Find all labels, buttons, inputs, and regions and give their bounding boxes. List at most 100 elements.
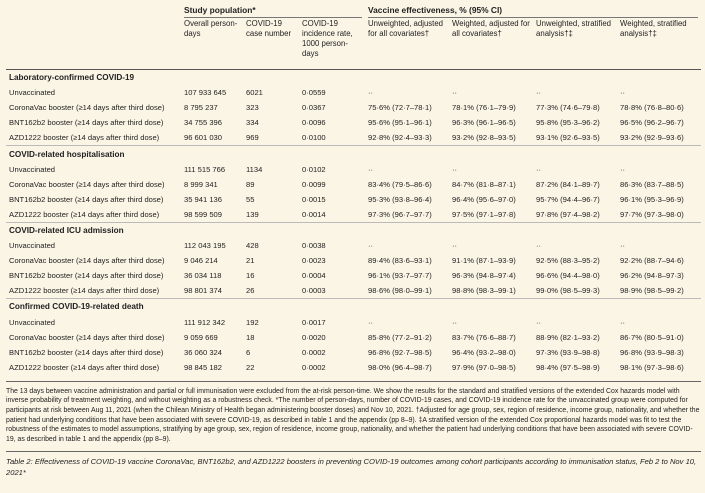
row-label: BNT162b2 booster (≥14 days after third d… — [9, 194, 164, 204]
cell: 98 845 182 — [184, 362, 223, 372]
cell: 98 801 374 — [184, 286, 223, 296]
cell: 97·5% (97·1–97·8) — [452, 209, 516, 219]
cell: 98·4% (97·5–98·9) — [536, 362, 600, 372]
cell: 91·1% (87·1–93·9) — [452, 256, 516, 266]
cell: ·· — [620, 164, 626, 174]
cell: 96·8% (92·7–98·5) — [368, 347, 432, 357]
data-row: BNT162b2 booster (≥14 days after third d… — [6, 115, 701, 130]
cell: 0·0017 — [302, 317, 326, 327]
cell: ·· — [620, 317, 626, 327]
row-label: CoronaVac booster (≥14 days after third … — [9, 103, 165, 113]
cell: 97·7% (97·3–98·0) — [620, 209, 684, 219]
cell: ·· — [536, 164, 542, 174]
group-header: Vaccine effectiveness, % (95% CI) — [365, 4, 701, 19]
row-label: Unvaccinated — [9, 241, 56, 251]
cell: 98 599 509 — [184, 209, 223, 219]
cell: 98·9% (98·5–99·2) — [620, 286, 684, 296]
section-row: COVID-related hospitalisation — [6, 145, 702, 162]
cell: 0·0038 — [302, 241, 326, 251]
cell: 0·0096 — [302, 118, 326, 128]
cell: 111 515 766 — [184, 164, 226, 174]
cell: 107 933 645 — [184, 88, 227, 98]
row-label: Unvaccinated — [9, 164, 56, 174]
footnote: The 13 days between vaccine administrati… — [6, 380, 701, 445]
cell: 92·5% (88·3–95·2) — [536, 256, 600, 266]
cell: 86·3% (83·7–88·5) — [620, 179, 684, 189]
cell: 34 755 396 — [184, 118, 223, 128]
cell: 0·0367 — [302, 103, 326, 113]
cell: 18 — [246, 332, 255, 342]
cell: 96·1% (95·3–96·9) — [620, 194, 684, 204]
document: Study population* Vaccine effectiveness,… — [6, 4, 702, 477]
cell: 98·6% (98·0–99·1) — [368, 286, 432, 296]
cell: 334 — [246, 118, 259, 128]
data-row: AZD1222 booster (≥14 days after third do… — [6, 130, 701, 146]
data-row: AZD1222 booster (≥14 days after third do… — [6, 207, 701, 223]
cell: 35 941 136 — [184, 194, 223, 204]
cell: ·· — [620, 241, 626, 251]
cell: 428 — [246, 241, 259, 251]
cell: 93·1% (92·6–93·5) — [536, 133, 600, 143]
cell: 95·3% (93·8–96·4) — [368, 194, 432, 204]
cell: 139 — [246, 209, 259, 219]
cell: 6021 — [246, 88, 263, 98]
cell: ·· — [368, 317, 374, 327]
cell: 111 912 342 — [184, 317, 226, 327]
cell: ·· — [536, 241, 542, 251]
data-row: AZD1222 booster (≥14 days after third do… — [6, 360, 701, 375]
cell: ·· — [368, 241, 374, 251]
cell: 323 — [246, 103, 259, 113]
cell: 75·6% (72·7–78·1) — [368, 103, 432, 113]
column-header: COVID-19 incidence rate, 1000 person-day… — [299, 19, 366, 70]
cell: 92·8% (92·4–93·3) — [368, 133, 432, 143]
column-header: COVID-19 case number — [243, 19, 299, 70]
column-header: Overall person-days — [181, 19, 243, 70]
cell: 0·0014 — [302, 209, 326, 219]
cell: 97·9% (97·0–98·5) — [452, 362, 516, 372]
cell: 85·8% (77·2–91·2) — [368, 332, 432, 342]
row-label: BNT162b2 booster (≥14 days after third d… — [9, 347, 164, 357]
cell: ·· — [452, 164, 458, 174]
cell: 93·2% (92·9–93·6) — [620, 133, 684, 143]
data-row: Unvaccinated 107 933 645 6021 0·0559 ·· ·· ·· ·… — [6, 85, 701, 100]
cell: ·· — [368, 88, 374, 98]
data-row: BNT162b2 booster (≥14 days after third d… — [6, 268, 701, 283]
cell: 88·9% (82·1–93·2) — [536, 332, 600, 342]
cell: 0·0004 — [302, 271, 326, 281]
cell: 8 999 341 — [184, 179, 218, 189]
cell: 95·6% (95·1–96·1) — [368, 118, 432, 128]
row-label: AZD1222 booster (≥14 days after third do… — [9, 209, 160, 219]
data-row: CoronaVac booster (≥14 days after third … — [6, 100, 701, 115]
cell: 21 — [246, 256, 255, 266]
cell: 83·4% (79·5–86·6) — [368, 179, 432, 189]
cell: 96·3% (94·8–97·4) — [452, 271, 516, 281]
cell: 99·0% (98·5–99·3) — [536, 286, 600, 296]
cell: ·· — [536, 88, 542, 98]
cell: 9 059 669 — [184, 332, 218, 342]
cell: 36 034 118 — [184, 271, 222, 281]
cell: 0·0023 — [302, 256, 326, 266]
cell: ·· — [620, 88, 626, 98]
cell: 96·4% (95·6–97·0) — [452, 194, 516, 204]
cell: 89·4% (83·6–93·1) — [368, 256, 432, 266]
data-row: CoronaVac booster (≥14 days after third … — [6, 330, 701, 345]
cell: 78·1% (76·1–79·9) — [452, 103, 516, 113]
row-label: CoronaVac booster (≥14 days after third … — [9, 256, 165, 266]
section-row: COVID-related ICU admission — [6, 221, 702, 239]
cell: ·· — [452, 88, 458, 98]
cell: 0·0020 — [302, 332, 326, 342]
cell: 97·8% (97·4–98·2) — [536, 209, 600, 219]
cell: 95·7% (94·4–96·7) — [536, 194, 600, 204]
data-row: Unvaccinated 112 043 195 428 0·0038 ·· ·· ·· ·· — [6, 238, 701, 253]
section-title: COVID-related hospitalisation — [6, 145, 702, 162]
cell: 0·0002 — [302, 347, 326, 357]
section-title: Laboratory-confirmed COVID-19 — [6, 69, 702, 86]
row-label: Unvaccinated — [9, 88, 56, 98]
cell: 22 — [246, 362, 255, 372]
spacer — [6, 19, 181, 70]
cell: 87·2% (84·1–89·7) — [536, 179, 600, 189]
section-row: Confirmed COVID-19-related death — [6, 298, 702, 315]
cell: 112 043 195 — [184, 241, 226, 251]
row-label: Unvaccinated — [9, 317, 56, 327]
